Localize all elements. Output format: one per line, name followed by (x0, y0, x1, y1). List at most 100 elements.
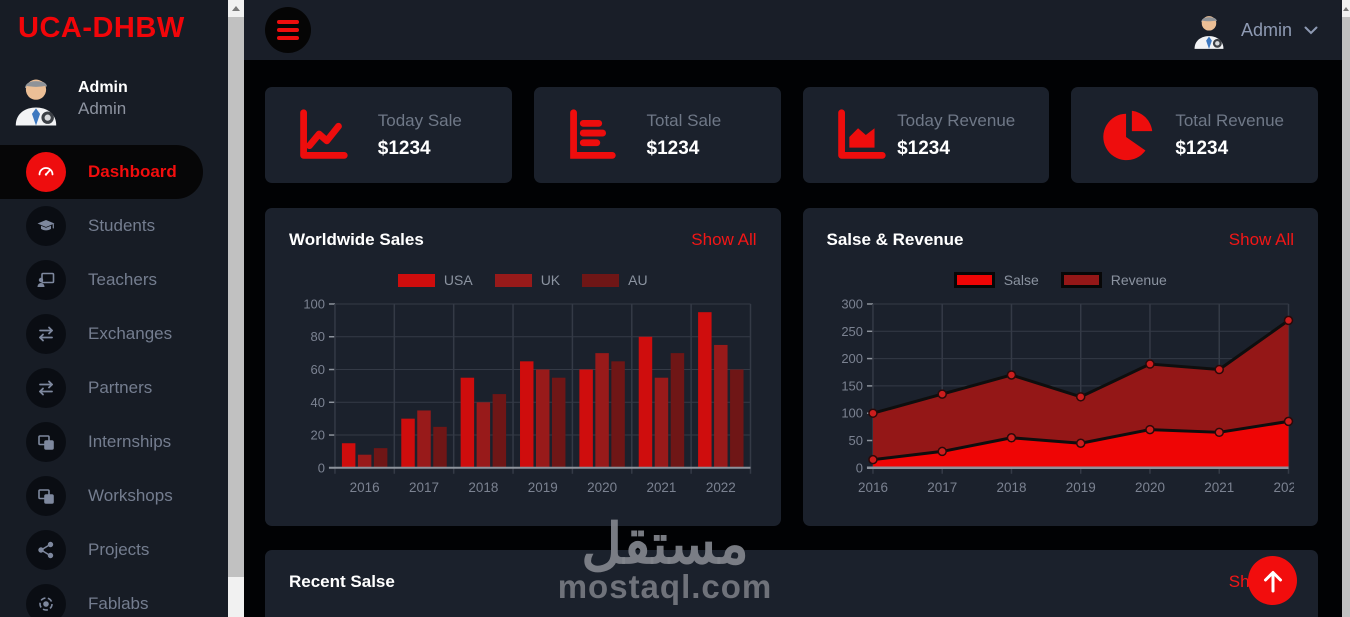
line-chart-icon (300, 109, 348, 159)
y-axis-tick-label: 300 (841, 296, 863, 311)
stat-value: $1234 (1175, 137, 1229, 159)
user-name: Admin (1240, 19, 1292, 40)
x-axis-tick-label: 2016 (350, 480, 380, 495)
scrollbar-thumb[interactable] (1342, 17, 1350, 617)
legend-swatch (953, 272, 995, 288)
x-axis-tick-label: 2018 (996, 480, 1026, 495)
legend-item[interactable]: Revenue (1060, 272, 1167, 288)
chart-legend: USA UK AU (289, 270, 757, 290)
user-avatar (15, 79, 57, 126)
user-menu[interactable]: Admin (1189, 10, 1318, 50)
legend-label: Revenue (1110, 272, 1167, 288)
scroll-up-button[interactable] (1342, 0, 1350, 17)
sidebar-item-internships[interactable]: Internships (0, 415, 228, 469)
sidebar-item-teachers[interactable]: Teachers (0, 253, 228, 307)
sidebar-item-dashboard[interactable]: Dashboard (0, 145, 203, 199)
bar-AU (373, 448, 388, 468)
x-axis-tick-label: 2022 (1273, 480, 1294, 495)
sidebar-item-fablabs[interactable]: Fablabs (0, 577, 228, 617)
scroll-to-top-button[interactable] (1248, 556, 1297, 605)
bar-chart-icon (569, 109, 616, 159)
presenter-board-icon (26, 260, 66, 300)
y-axis-tick-label: 200 (841, 351, 863, 366)
legend-swatch (494, 273, 532, 287)
legend-label: UK (540, 272, 561, 288)
bar-USA (579, 369, 593, 468)
marker-Revenue (1075, 392, 1085, 402)
x-axis-tick-label: 2019 (1065, 480, 1095, 495)
bar-chart: 0 20 40 60 80 100 2016 2017 2018 2019 2020 2021 2022 (303, 296, 752, 495)
marker-Revenue (936, 389, 947, 399)
bar-USA (698, 312, 712, 468)
sidebar-item-label: Fablabs (88, 594, 149, 613)
bar-UK (357, 454, 372, 468)
bar-USA (401, 418, 415, 468)
area-chart: 0 50 100 150 200 250 300 2016 2017 2018 2019 2020 20… (841, 296, 1294, 495)
sidebar: UCA-DHBW Admin Admin Dashboard (0, 0, 228, 617)
marker-Salse (1283, 416, 1293, 427)
x-axis-tick-label: 2018 (468, 480, 498, 495)
sidebar-item-workshops[interactable]: Workshops (0, 469, 228, 523)
show-all-link[interactable]: Show All (1228, 230, 1294, 249)
bar-USA (341, 443, 356, 468)
sidebar-item-label: Dashboard (88, 162, 177, 181)
hamburger-menu-button[interactable] (265, 7, 311, 53)
sidebar-item-students[interactable]: Students (0, 199, 228, 253)
marker-Salse (1075, 438, 1085, 448)
show-all-link[interactable]: Show All (691, 230, 757, 249)
bar-AU (551, 377, 566, 468)
bar-AU (611, 361, 625, 468)
arrow-up-icon (1263, 570, 1282, 592)
marker-Revenue (1006, 370, 1016, 380)
bar-UK (535, 369, 550, 468)
x-axis-tick-label: 2017 (409, 480, 439, 495)
legend-item[interactable]: Salse (953, 272, 1039, 288)
legend-label: USA (443, 272, 473, 288)
sidebar-item-label: Exchanges (88, 324, 173, 343)
sidebar-item-label: Workshops (88, 486, 173, 505)
scrollbar-thumb[interactable] (228, 17, 244, 577)
legend-swatch (397, 273, 435, 287)
marker-Revenue (867, 408, 878, 418)
profile-role: Admin (78, 99, 127, 118)
scroll-up-icon (1343, 6, 1349, 11)
y-axis-tick-label: 20 (311, 428, 325, 443)
profile-text: Admin Admin (78, 79, 128, 119)
sidebar-item-label: Internships (88, 432, 172, 451)
stat-value: $1234 (646, 137, 700, 159)
legend-swatch (582, 273, 620, 287)
x-axis-tick-label: 2021 (1204, 480, 1234, 495)
bar-USA (460, 377, 475, 468)
bar-USA (638, 336, 653, 468)
legend-item[interactable]: USA (397, 272, 473, 288)
profile-name: Admin (78, 79, 128, 96)
marker-Revenue (1213, 364, 1224, 375)
stat-card-today-revenue: Today Revenue $1234 (802, 87, 1050, 183)
sidebar-scrollbar[interactable] (228, 0, 244, 617)
sidebar-item-partners[interactable]: Partners (0, 361, 228, 415)
y-axis-tick-label: 40 (311, 395, 325, 410)
sidebar-item-exchanges[interactable]: Exchanges (0, 307, 228, 361)
legend-item[interactable]: AU (582, 272, 648, 288)
worldwide-sales-panel: Worldwide Sales Show All USA UK AU 0 20 40 60… (265, 208, 781, 526)
y-axis-tick-label: 100 (303, 296, 325, 311)
user-avatar (1194, 16, 1224, 49)
y-axis-tick-label: 60 (311, 362, 325, 377)
dashboard-content: Today Sale $1234 Total Sale $1234 (244, 60, 1342, 617)
x-axis-tick-label: 2019 (528, 480, 558, 495)
y-axis-tick-label: 150 (841, 378, 863, 393)
marker-Salse (867, 454, 878, 465)
legend-item[interactable]: UK (494, 272, 561, 288)
stat-label: Today Revenue (897, 110, 1016, 130)
sidebar-item-label: Teachers (88, 270, 157, 289)
y-axis-tick-label: 100 (841, 406, 863, 421)
marker-Salse (936, 446, 947, 457)
stat-value: $1234 (377, 137, 431, 159)
page-scrollbar[interactable] (1342, 0, 1350, 617)
bar-UK (714, 344, 728, 468)
main-area: Admin Today Sale $1234 (244, 0, 1342, 617)
sidebar-item-projects[interactable]: Projects (0, 523, 228, 577)
y-axis-tick-label: 80 (311, 329, 325, 344)
scroll-up-button[interactable] (228, 0, 244, 17)
stat-label: Total Revenue (1175, 110, 1284, 130)
